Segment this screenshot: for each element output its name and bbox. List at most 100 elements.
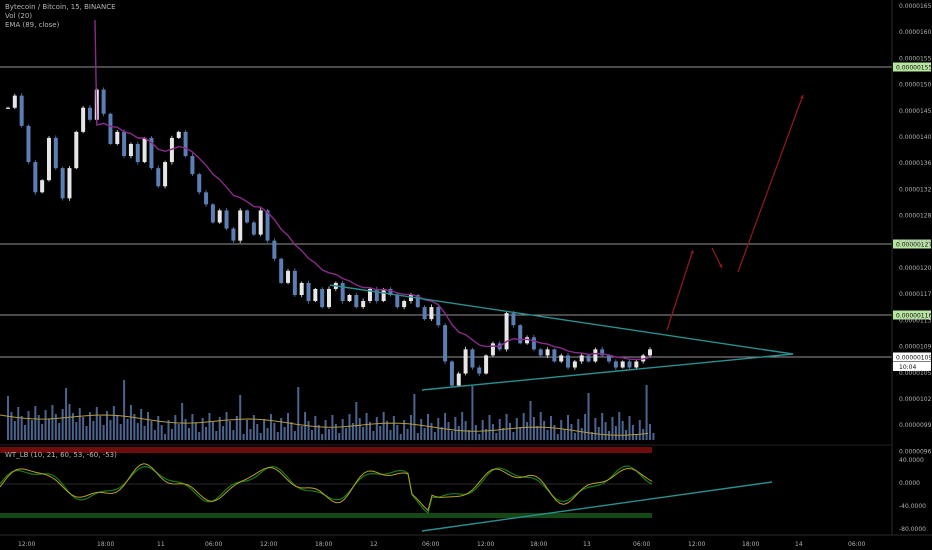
candle-body	[169, 137, 174, 163]
volume-bar	[143, 426, 146, 440]
candle-body	[149, 137, 154, 169]
volume-bar	[618, 412, 621, 440]
volume-bar	[628, 416, 631, 440]
price-axis-label: 0.0000155	[899, 55, 932, 62]
time-axis-label: 12:00	[260, 541, 277, 548]
volume-bar	[297, 387, 300, 440]
candle-body	[402, 301, 407, 308]
candle-body	[224, 210, 229, 229]
volume-bar	[604, 422, 607, 440]
projection-arrow	[737, 94, 804, 273]
level-price-tag	[893, 352, 931, 362]
volume-bar	[109, 420, 112, 440]
indicator-trendline	[421, 481, 773, 532]
candle-body	[122, 131, 127, 157]
volume-bar	[437, 418, 440, 440]
volume-bars	[0, 380, 655, 440]
candle-body	[12, 95, 17, 108]
volume-bar	[635, 434, 638, 440]
indicator-legend[interactable]: WT_LB (10, 21, 60, 53, -60, -53)	[5, 451, 117, 459]
time-axis[interactable]: 12:00 18:00 11 06:00 12:00 18:00 12 06:00 12:00 1…	[0, 534, 932, 548]
volume-bar	[164, 434, 167, 440]
time-axis-label: 12:00	[18, 541, 35, 548]
volume-bar	[249, 429, 252, 440]
candle-body	[313, 288, 318, 302]
volume-bar	[454, 417, 457, 440]
projection-arrow	[711, 247, 723, 269]
volume-bar	[358, 418, 361, 440]
volume-bar	[502, 428, 505, 440]
volume-bar	[396, 425, 399, 440]
volume-bar	[106, 411, 109, 440]
volume-bar	[508, 423, 511, 440]
volume-bar	[181, 403, 184, 440]
candle-body	[53, 137, 58, 169]
volume-bar	[368, 422, 371, 440]
level-price-tag	[893, 239, 931, 249]
candle-body	[231, 228, 236, 241]
candle-body	[81, 107, 86, 132]
volume-bar	[310, 430, 313, 440]
volume-bar	[71, 413, 74, 440]
volume-bar	[543, 421, 546, 440]
volume-bar	[403, 420, 406, 440]
time-axis-label: 06:00	[422, 541, 439, 548]
candle-body	[545, 349, 550, 356]
candle-body	[347, 295, 352, 302]
candle-body	[272, 240, 277, 259]
volume-bar	[447, 422, 450, 440]
candle-body	[101, 89, 106, 114]
volume-bar	[597, 427, 600, 440]
volume-bar	[211, 422, 214, 440]
indicator-axis-label: 40.0000	[899, 457, 924, 464]
candle-body	[586, 355, 591, 362]
candle-body	[135, 143, 140, 163]
volume-bar	[205, 427, 208, 440]
candle-body	[46, 137, 51, 181]
volume-bar	[198, 432, 201, 440]
candle-body	[422, 307, 427, 320]
candle-body	[518, 325, 523, 344]
projection-arrowhead	[690, 250, 694, 254]
volume-bar	[515, 418, 518, 440]
volume-bar	[461, 412, 464, 440]
volume-legend[interactable]: Vol (20)	[5, 12, 33, 20]
volume-bar	[334, 424, 337, 440]
time-axis-label: 06:00	[633, 541, 650, 548]
ema-legend[interactable]: EMA (89, close)	[5, 21, 60, 29]
price-axis-label: 0.0000132	[899, 186, 932, 193]
volume-bar	[280, 418, 283, 440]
volume-bar	[95, 407, 98, 440]
candle-body	[320, 288, 325, 308]
volume-bar	[433, 432, 436, 440]
volume-bar	[645, 385, 648, 440]
volume-bar	[88, 412, 91, 440]
candle-body	[26, 125, 31, 163]
volume-bar	[491, 424, 494, 440]
volume-bar	[7, 396, 9, 440]
level-price-tag	[893, 310, 931, 320]
candle-body	[210, 204, 215, 223]
time-axis-label: 14	[795, 541, 803, 548]
volume-bar	[341, 419, 344, 440]
volume-bar	[273, 423, 276, 440]
candle-body	[415, 295, 420, 308]
level-price-tag	[893, 62, 931, 72]
price-axis[interactable]: 0.0000165 0.0000160 0.0000155 0.0000150 0.00…	[891, 0, 932, 535]
volume-bar	[601, 413, 604, 440]
volume-bar	[355, 402, 358, 440]
candle-body	[279, 258, 284, 283]
candle-body	[367, 288, 372, 302]
price-axis-label: 0.0000099	[899, 422, 932, 429]
wt-indicator-pane: 40.0000 0.0000 -40.0000 -80.0000	[0, 444, 926, 533]
candle-body	[429, 307, 434, 320]
candle-body	[436, 307, 441, 326]
overbought-band	[0, 447, 652, 453]
symbol-label[interactable]: Bytecoin / Bitcoin, 15, BINANCE	[5, 3, 116, 11]
volume-bar	[406, 429, 409, 440]
volume-bar	[177, 424, 180, 440]
volume-bar	[321, 434, 324, 440]
volume-bar	[184, 419, 187, 440]
volume-ma-line	[0, 414, 649, 436]
